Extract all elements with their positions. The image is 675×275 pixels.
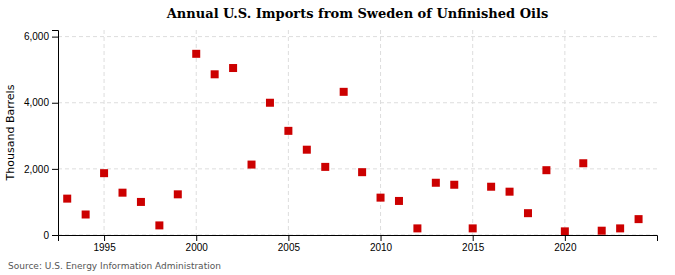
x-axis-tick-label: 1995 (93, 242, 116, 253)
point (598, 227, 606, 235)
point (137, 198, 145, 206)
point (413, 224, 421, 232)
annotation: Source: U.S. Energy Information Administ… (8, 261, 221, 271)
y-axis-line (52, 31, 59, 236)
y-axis-tick-mark (52, 103, 58, 104)
point (616, 224, 624, 232)
x-axis-tick-mark (288, 235, 289, 241)
point (155, 221, 163, 229)
y-axis-tick-label: 2,000 (24, 164, 49, 175)
point (284, 127, 292, 135)
grid-line-y (58, 102, 657, 103)
point (100, 169, 108, 177)
x-axis-tick-label: 2020 (554, 242, 577, 253)
x-axis-tick-mark (473, 235, 474, 241)
point (487, 183, 495, 191)
x-axis-tick-label: 2000 (186, 242, 209, 253)
grid-line-x (196, 30, 197, 235)
x-axis-tick-label: 2015 (462, 242, 485, 253)
x-axis-tick: 2010 (370, 235, 393, 253)
point (174, 190, 182, 198)
x-axis: 1995 2000 2005 2010 2015 2020 (59, 235, 658, 253)
chart: 1995 2000 2005 2010 2015 2020 0 2,000 4,000 6,000… (0, 0, 675, 275)
y-axis: 0 2,000 4,000 6,000 (24, 31, 59, 241)
y-axis-tick-mark (52, 235, 58, 236)
point (229, 64, 237, 72)
point (469, 224, 477, 232)
y-axis-tick-mark (52, 37, 58, 38)
y-axis-tick-label: 0 (43, 230, 49, 241)
point (524, 209, 532, 217)
point (303, 146, 311, 154)
point (248, 161, 256, 169)
point (119, 189, 127, 197)
point (340, 88, 348, 96)
point (192, 50, 200, 58)
point (542, 166, 550, 174)
point (561, 227, 569, 235)
x-axis-tick: 1995 (93, 235, 116, 253)
y-axis-tick: 4,000 (24, 97, 58, 108)
point (266, 99, 274, 107)
x-axis-tick-label: 2010 (370, 242, 393, 253)
y-axis-tick: 0 (43, 230, 58, 241)
x-axis-tick-mark (381, 235, 382, 241)
point (321, 163, 329, 171)
x-axis-tick: 2005 (278, 235, 301, 253)
points (63, 50, 642, 235)
point (635, 215, 643, 223)
grid-line-x (104, 30, 105, 235)
point (82, 211, 90, 219)
grid (58, 30, 657, 235)
grid-line-y (58, 36, 657, 37)
x-axis-tick: 2020 (554, 235, 577, 253)
y-axis-tick-label: 6,000 (24, 31, 49, 42)
x-axis-tick: 2000 (186, 235, 209, 253)
grid-line-y (58, 168, 657, 169)
title: Annual U.S. Imports from Sweden of Unfin… (166, 6, 548, 21)
x-axis-tick-mark (565, 235, 566, 241)
y-axis-tick-mark (52, 169, 58, 170)
point (211, 70, 219, 78)
x-axis-line (59, 236, 658, 242)
y-axis-title: Thousand Barrels (4, 84, 17, 181)
x-axis-tick-mark (104, 235, 105, 241)
point (395, 197, 403, 205)
point (358, 168, 366, 176)
y-axis-tick: 2,000 (24, 164, 58, 175)
x-axis-tick-label: 2005 (278, 242, 301, 253)
grid-line-x (564, 30, 565, 235)
y-axis-tick: 6,000 (24, 31, 58, 42)
point (506, 188, 514, 196)
point (63, 195, 71, 203)
y-axis-tick-label: 4,000 (24, 97, 49, 108)
point (432, 179, 440, 187)
point (579, 159, 587, 167)
grid-line-x (380, 30, 381, 235)
x-axis-tick: 2015 (462, 235, 485, 253)
point (450, 181, 458, 189)
grid-line-x (472, 30, 473, 235)
x-axis-tick-mark (196, 235, 197, 241)
point (377, 194, 385, 202)
plot: 1995 2000 2005 2010 2015 2020 0 2,000 4,000 6,000 (24, 30, 658, 253)
